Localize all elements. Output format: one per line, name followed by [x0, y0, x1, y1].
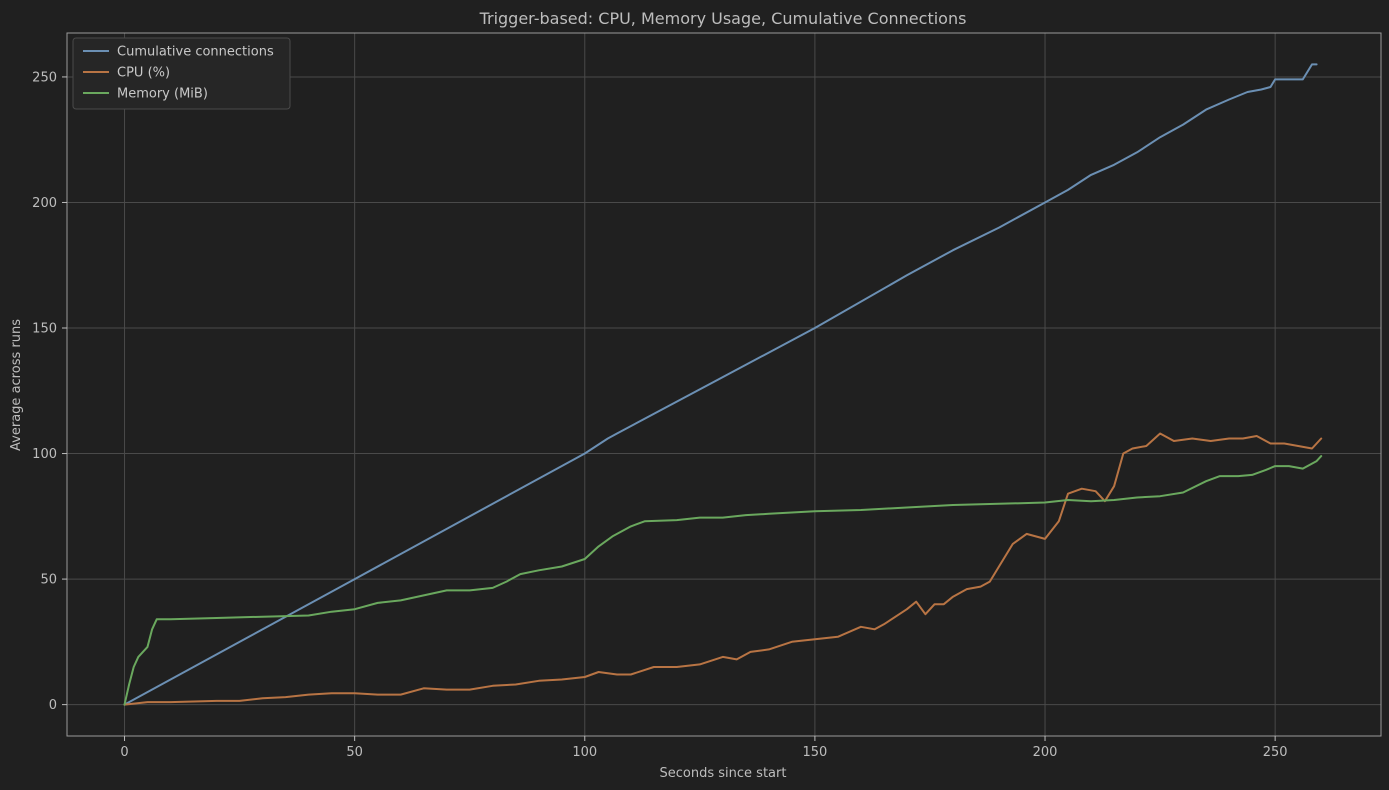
y-tick-label: 100	[32, 447, 57, 462]
series-line-memory-mib	[123, 455, 1323, 706]
legend-entry-label: CPU (%)	[117, 66, 170, 81]
x-tick-label: 250	[1263, 745, 1288, 760]
y-tick-label: 150	[32, 322, 57, 337]
legend-entry-label: Memory (MiB)	[117, 87, 208, 102]
x-tick-label: 200	[1033, 745, 1058, 760]
x-tick-label: 100	[572, 745, 597, 760]
series-lines	[123, 63, 1323, 706]
series-line-cumulative-connections	[123, 63, 1318, 706]
legend-box	[72, 37, 291, 110]
legend: Cumulative connections CPU (%) Memory (MiB…	[72, 37, 291, 110]
y-axis-label: Average across runs	[9, 319, 24, 451]
chart-title: Trigger-based: CPU, Memory Usage, Cumula…	[479, 9, 967, 28]
legend-entry-label: Cumulative connections	[117, 45, 274, 60]
plot-frame	[66, 32, 1382, 737]
series-line-cpu	[123, 432, 1323, 706]
y-tick-label: 50	[40, 573, 57, 588]
axis-ticks: 0 50 100 150 200 250 0 50 100 150 200 250	[32, 70, 1287, 760]
y-tick-label: 0	[49, 698, 57, 713]
x-axis-label: Seconds since start	[660, 766, 787, 781]
y-tick-label: 250	[32, 70, 57, 85]
x-tick-label: 0	[120, 745, 128, 760]
x-tick-label: 150	[802, 745, 827, 760]
x-tick-label: 50	[346, 745, 363, 760]
y-tick-label: 200	[32, 196, 57, 211]
